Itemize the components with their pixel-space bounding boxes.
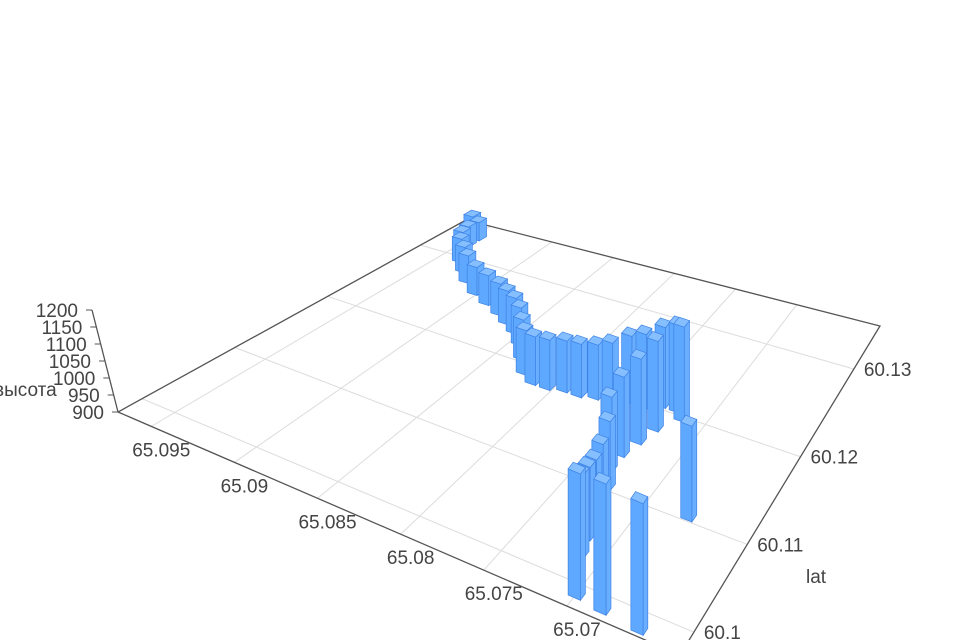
bar-face-left <box>466 264 478 297</box>
bar-face-top <box>466 259 485 268</box>
bar-face-top <box>454 239 474 248</box>
bar-face-right <box>642 495 649 637</box>
bar-face-top <box>629 348 648 360</box>
bars <box>451 209 698 637</box>
bar-face-top <box>555 331 574 342</box>
bar-face-left <box>593 478 607 616</box>
bar-face-left <box>524 332 536 387</box>
bar-face-left <box>570 340 582 399</box>
bar-face-left <box>587 341 599 401</box>
bar-face-top <box>524 327 543 338</box>
bar-face-top <box>452 225 472 233</box>
bar <box>680 414 698 524</box>
bar-face-left <box>673 323 685 423</box>
bar-face-left <box>630 497 644 636</box>
bar-face-top <box>458 219 478 228</box>
bar-face-right <box>549 333 557 392</box>
z-tick-label: 950 <box>68 386 100 407</box>
bar-face-right <box>691 418 698 524</box>
bar-face-left <box>478 272 490 307</box>
bar <box>570 334 588 399</box>
lat-tick-label: 60.13 <box>864 360 912 381</box>
bar <box>587 335 605 402</box>
bar-face-top <box>505 289 524 299</box>
lng-tick-label: 65.08 <box>387 548 435 569</box>
bar-face-top <box>463 209 482 218</box>
bar <box>538 330 557 392</box>
bar-face-right <box>640 351 647 446</box>
bar <box>673 316 691 424</box>
bar-face-top <box>593 471 612 485</box>
axes: 60.1 60.11 60.12 60.13 65.07 65.075 65.08 65.08… <box>0 301 911 640</box>
bar-face-top <box>598 410 617 423</box>
bar-face-top <box>510 299 529 309</box>
bar-face-top <box>577 455 596 468</box>
grid-line-lng <box>234 241 553 463</box>
bar-face-top <box>612 366 631 378</box>
bar <box>629 348 648 446</box>
grid-line-lng <box>151 225 491 427</box>
bar-face-top <box>584 448 603 461</box>
lng-tick-label: 65.095 <box>132 440 190 461</box>
bar-face-left <box>556 337 568 394</box>
z-tick-label: 1150 <box>41 318 82 339</box>
bar-face-top <box>451 231 471 240</box>
bar-face-top <box>478 267 497 277</box>
bar-face-left <box>647 337 659 433</box>
grid-line-lat <box>420 244 855 370</box>
bar-face-top <box>601 333 620 344</box>
lng-tick-label: 65.075 <box>465 584 523 605</box>
z-axis-name: высота <box>0 380 57 401</box>
bar-face-top <box>497 282 516 292</box>
bar-face-top <box>635 324 653 336</box>
bar-face-top <box>538 330 557 341</box>
bar-face-right <box>580 466 586 602</box>
bar-face-top <box>646 331 665 342</box>
grid-line-lng <box>317 257 614 499</box>
bar-face-top <box>512 310 531 321</box>
bar-face-top <box>673 316 691 328</box>
z-tick-label: 1000 <box>53 369 95 390</box>
lat-tick-label: 60.1 <box>704 623 741 640</box>
lng-tick-label: 65.085 <box>298 512 356 533</box>
bar-face-top <box>600 386 618 398</box>
bar-face-right <box>605 476 612 617</box>
bar-face-right <box>581 337 588 399</box>
bar-face-top <box>515 321 534 332</box>
lat-axis-name: lat <box>806 567 827 588</box>
bar-face-top <box>458 248 477 257</box>
z-tick-label: 1050 <box>49 352 91 373</box>
bar-face-right <box>683 319 690 424</box>
grid-line-lng <box>400 272 675 535</box>
bar-face-right <box>623 369 630 459</box>
bar-face-top <box>567 461 586 475</box>
lat-tick-label: 60.11 <box>757 535 803 556</box>
z-tick-label: 1200 <box>36 301 78 322</box>
z-tick-label: 900 <box>72 403 104 424</box>
bar-face-top <box>591 433 610 446</box>
grid-line-lat <box>234 347 748 545</box>
lng-tick-label: 65.07 <box>553 620 601 640</box>
bar <box>593 471 612 617</box>
bar-face-top <box>468 215 488 224</box>
bar-face-left <box>538 336 551 392</box>
bar-face-right <box>657 334 664 434</box>
lat-tick-label: 60.12 <box>811 448 859 469</box>
z-tick-label: 1100 <box>46 335 87 356</box>
lng-tick-label: 65.09 <box>221 476 269 497</box>
bar-face-top <box>570 334 588 345</box>
bar <box>630 491 649 637</box>
bar-face-left <box>567 468 581 601</box>
bar-face-left <box>680 421 693 523</box>
bar-face-top <box>630 491 649 505</box>
bar-face-top <box>489 275 509 285</box>
bar <box>646 331 665 434</box>
bar-face-left <box>630 354 642 446</box>
bar-face-top <box>680 414 698 427</box>
bar <box>567 461 586 602</box>
